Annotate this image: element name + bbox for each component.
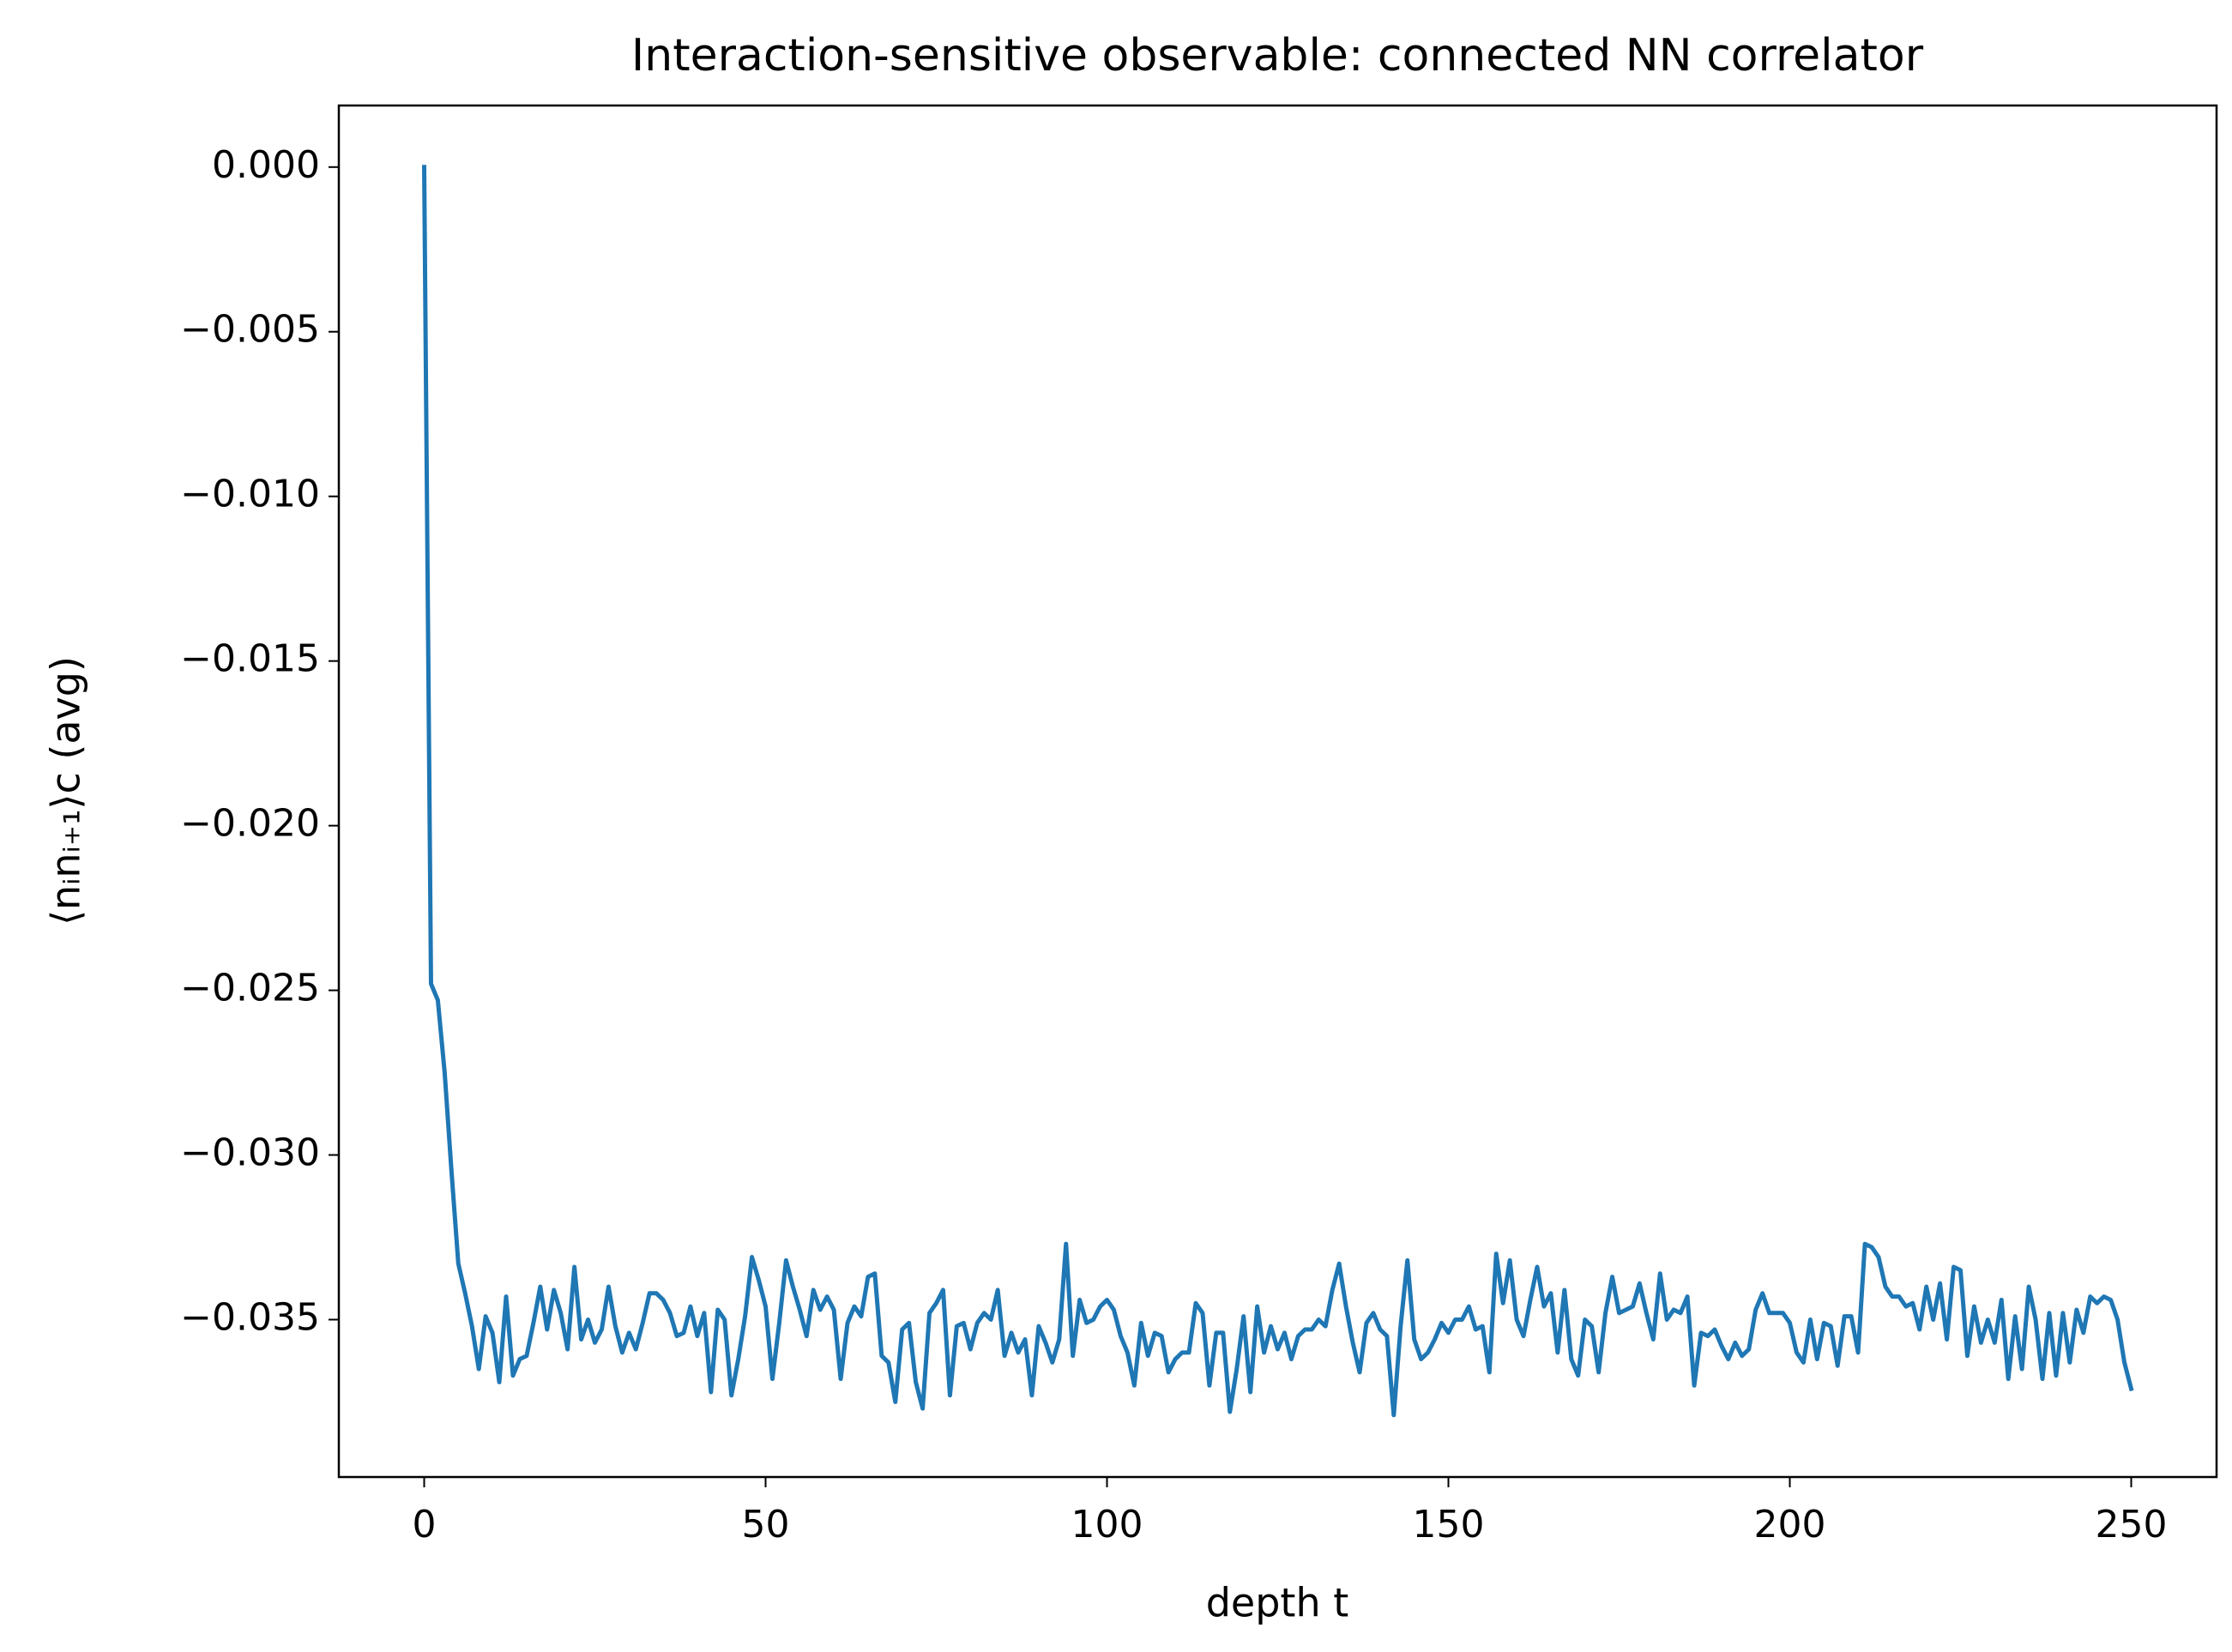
plot-frame [337,104,2218,1479]
y-axis-label: ⟨nᵢnᵢ₊₁⟩c (avg) [43,656,89,925]
y-tick-label: −0.005 [180,308,320,352]
x-tick-label: 50 [742,1503,790,1546]
y-tick-label: −0.015 [180,637,320,681]
y-tick-label: −0.035 [180,1295,320,1339]
y-tick-label: −0.020 [180,802,320,846]
data-line [421,165,2134,1418]
x-tick-label: 200 [1754,1503,1826,1546]
chart-title: Interaction-sensitive observable: connec… [631,30,1924,81]
y-tick-label: 0.000 [212,143,320,187]
x-tick-label: 150 [1413,1503,1485,1546]
x-tick-label: 100 [1071,1503,1143,1546]
y-tick-label: −0.025 [180,967,320,1010]
y-tick-label: −0.030 [180,1131,320,1175]
x-tick-label: 0 [413,1503,437,1546]
x-tick-label: 250 [2096,1503,2168,1546]
y-tick-label: −0.010 [180,473,320,516]
x-axis-label: depth t [1206,1580,1349,1626]
